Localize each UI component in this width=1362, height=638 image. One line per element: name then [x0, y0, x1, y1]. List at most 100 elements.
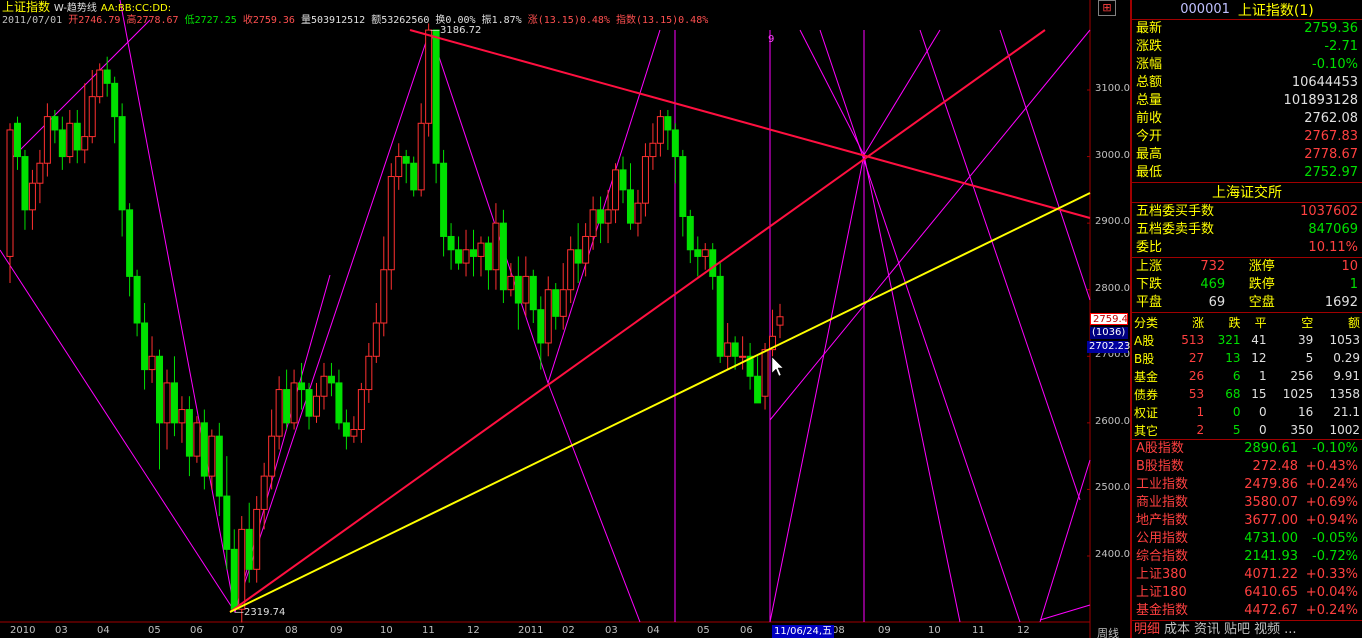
tab-1[interactable]: 成本: [1164, 622, 1191, 637]
security-name[interactable]: 上证指数(1): [1237, 2, 1314, 19]
high-value: 2778.67: [136, 15, 179, 26]
breadth-label: 平盘: [1136, 295, 1163, 310]
breadth-value: 732: [1200, 259, 1226, 274]
category-cell: 9.91: [1333, 369, 1360, 383]
candle-body: [103, 69, 111, 84]
high-annotation-value: 3186.72: [440, 25, 482, 36]
breadth-row: 下跌 469 跌停 1: [1132, 276, 1362, 294]
category-cell: 债券: [1134, 387, 1159, 402]
index-row[interactable]: 商业指数 3580.07 +0.69%: [1132, 494, 1362, 512]
indicator-name[interactable]: W-趋势线: [53, 3, 97, 14]
index-row[interactable]: B股指数 272.48 +0.43%: [1132, 458, 1362, 476]
candle-body: [350, 429, 358, 437]
candle-body: [298, 382, 306, 391]
trendline-support-red: [229, 29, 1046, 613]
security-code[interactable]: 000001: [1180, 2, 1230, 17]
quote-row: 总量 101893128: [1132, 92, 1362, 110]
category-cell: 其它: [1134, 423, 1159, 438]
tab-2[interactable]: 资讯: [1194, 622, 1221, 637]
index-change: -0.05%: [1312, 531, 1358, 546]
x-tick-label: 2010: [10, 625, 36, 636]
candle-body: [118, 116, 126, 211]
index-row[interactable]: 基金指数 4472.67 +0.24%: [1132, 602, 1362, 620]
index-name: 上证380: [1136, 567, 1187, 582]
change-value: (13.15)0.48%: [537, 15, 610, 26]
chart-options-button[interactable]: ⊞: [1098, 0, 1116, 16]
tab-5[interactable]: ...: [1284, 622, 1297, 637]
x-tick-label: 06: [190, 625, 203, 636]
index-row[interactable]: 工业指数 2479.86 +0.24%: [1132, 476, 1362, 494]
category-row: 其它 2 5 0 350 1002: [1132, 421, 1362, 439]
category-cell: 0: [1232, 405, 1241, 419]
candle-body: [372, 322, 380, 357]
index-change: -0.10%: [1312, 441, 1358, 456]
candle-body: [761, 349, 769, 397]
x-tick-label: 08: [285, 625, 298, 636]
tab-0[interactable]: 明细: [1134, 622, 1161, 637]
y-tick-label: 2600.0: [1095, 415, 1130, 427]
category-cell: 68: [1225, 387, 1241, 401]
candle-body: [731, 342, 739, 357]
kline-chart-area[interactable]: 上证指数 W-趋势线 AA:BB:CC:DD: 2011/07/01 开2746…: [0, 0, 1130, 638]
candle-body: [156, 355, 164, 424]
tab-3[interactable]: 贴吧: [1224, 622, 1251, 637]
index-change: +0.24%: [1305, 603, 1358, 618]
candle-body: [133, 275, 141, 324]
category-cell: 513: [1181, 333, 1205, 347]
breadth-label: 上涨: [1136, 259, 1163, 274]
index-row[interactable]: 综合指数 2141.93 -0.72%: [1132, 548, 1362, 566]
fan-line: [863, 29, 941, 156]
candle-body: [597, 209, 605, 224]
quote-row-label: 前收: [1136, 111, 1163, 126]
candle-body: [51, 116, 59, 131]
candle-body: [776, 316, 784, 326]
candle-body: [440, 162, 448, 237]
low-value: 2727.25: [194, 15, 237, 26]
index-row[interactable]: 上证180 6410.65 +0.04%: [1132, 584, 1362, 602]
breadth-value: 10: [1341, 259, 1358, 274]
trendline-support-yellow: [229, 192, 1091, 613]
candle-body: [305, 389, 313, 417]
candle-body: [253, 508, 261, 570]
mouse-cursor-icon: [771, 356, 784, 377]
y-tick-label: 3100.0: [1095, 83, 1130, 94]
index-change: +0.04%: [1305, 585, 1358, 600]
index-row[interactable]: 公用指数 4731.00 -0.05%: [1132, 530, 1362, 548]
category-row: A股 513 321 41 39 1053: [1132, 331, 1362, 349]
quote-row-value: 2759.36: [1304, 21, 1358, 36]
trendline-resistance: [409, 29, 1091, 219]
breadth-row: 上涨 732 涨停 10: [1132, 258, 1362, 276]
candle-body: [484, 242, 492, 271]
amplitude-label: 振: [481, 15, 492, 26]
candle-body: [230, 548, 238, 610]
cursor-date-tag: 11/06/24,五: [772, 625, 835, 638]
index-row[interactable]: 地产指数 3677.00 +0.94%: [1132, 512, 1362, 530]
candle-body: [387, 176, 395, 271]
index-row[interactable]: A股指数 2890.61 -0.10%: [1132, 440, 1362, 458]
category-cell: 6: [1232, 369, 1241, 383]
candle-body: [163, 382, 171, 424]
quote-row-value: 2762.08: [1304, 111, 1358, 126]
category-cell: 15: [1251, 387, 1267, 401]
close-label: 收: [242, 15, 253, 26]
index-row[interactable]: 上证380 4071.22 +0.33%: [1132, 566, 1362, 584]
candle-body: [544, 289, 552, 344]
index-value: 6410.65: [1244, 585, 1298, 600]
order-book-summary: 五档委买手数 1037602 五档委卖手数 847069 委比 10.11%: [1132, 203, 1362, 258]
candle-body: [96, 69, 104, 98]
period-selector[interactable]: 周线: [1097, 627, 1119, 638]
kline-chart[interactable]: [0, 0, 1128, 638]
candle-body: [66, 122, 74, 158]
x-tick-label: 04: [97, 625, 110, 636]
breadth-label: 涨停: [1248, 259, 1275, 274]
tab-4[interactable]: 视频: [1254, 622, 1281, 637]
candle-body: [769, 335, 777, 351]
category-cell: 1: [1196, 405, 1205, 419]
fan-line: [769, 154, 865, 623]
candle-body: [365, 355, 373, 391]
quote-row: 今开 2767.83: [1132, 128, 1362, 146]
candle-body: [507, 275, 515, 291]
candle-body: [492, 222, 500, 271]
bar-date: 2011/07/01: [2, 15, 63, 26]
x-tick-label: 12: [467, 625, 480, 636]
